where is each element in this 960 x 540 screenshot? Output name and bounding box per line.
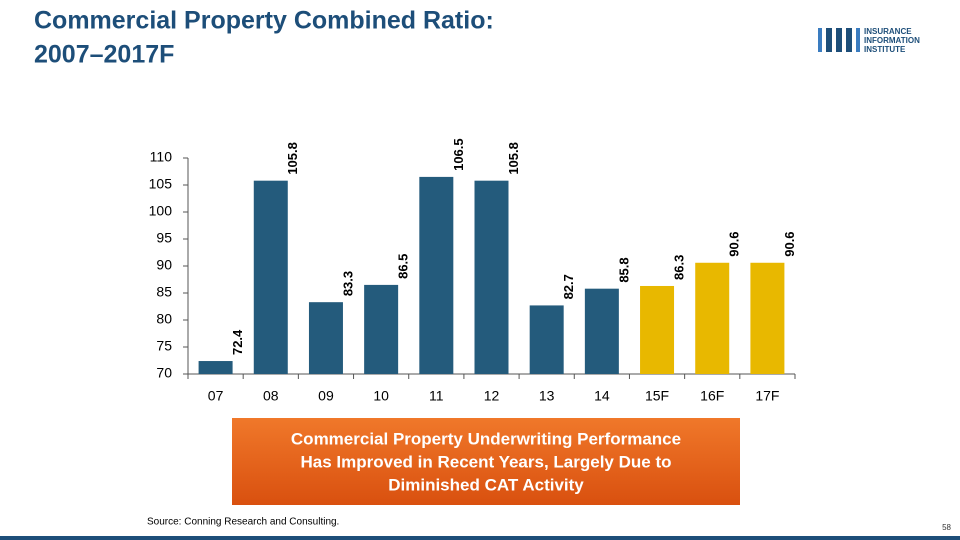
- x-tick-label: 11: [429, 388, 444, 404]
- value-label: 106.5: [451, 138, 466, 171]
- logo-text: INFORMATION: [864, 36, 920, 45]
- value-label: 85.8: [616, 257, 631, 282]
- y-tick-label: 90: [156, 257, 172, 273]
- bar: [640, 285, 675, 374]
- bar: [308, 302, 343, 374]
- callout-text: Commercial Property Underwriting Perform…: [291, 429, 681, 448]
- logo-stripe: [836, 28, 842, 52]
- logo: INSURANCE INFORMATION INSTITUTE: [818, 27, 920, 54]
- bar: [584, 288, 619, 374]
- bar: [198, 361, 233, 374]
- callout-text: Diminished CAT Activity: [388, 475, 584, 494]
- value-label: 90.6: [782, 231, 797, 256]
- logo-stripe: [818, 28, 822, 52]
- callout-text: Has Improved in Recent Years, Largely Du…: [301, 452, 672, 471]
- value-label: 86.3: [671, 255, 686, 280]
- y-tick-label: 70: [156, 365, 172, 381]
- value-label: 72.4: [230, 329, 245, 355]
- x-tick-label: 15F: [645, 388, 669, 404]
- x-tick-label: 16F: [700, 388, 724, 404]
- y-tick-label: 95: [156, 230, 172, 246]
- bar: [253, 180, 288, 374]
- value-label: 82.7: [561, 274, 576, 299]
- value-label: 105.8: [506, 142, 521, 175]
- bar: [474, 180, 509, 374]
- bar: [750, 262, 785, 374]
- y-tick-label: 75: [156, 338, 172, 354]
- bar: [695, 262, 730, 374]
- title-line: Commercial Property Combined Ratio:: [34, 7, 494, 35]
- logo-text: INSURANCE: [864, 27, 912, 36]
- source: Source: Conning Research and Consulting.: [147, 517, 339, 528]
- logo-stripe: [846, 28, 852, 52]
- y-tick-label: 80: [156, 311, 172, 327]
- value-label: 83.3: [340, 271, 355, 296]
- logo-text: INSTITUTE: [864, 45, 906, 54]
- x-tick-label: 12: [484, 388, 500, 404]
- title-line: 2007–2017F: [34, 41, 174, 69]
- x-tick-label: 17F: [755, 388, 779, 404]
- callout-box: [232, 418, 740, 505]
- footer-bar: [0, 536, 960, 540]
- bar: [419, 176, 454, 374]
- x-tick-label: 10: [373, 388, 389, 404]
- bar: [364, 284, 399, 374]
- bar: [529, 305, 564, 374]
- page-number: 58: [942, 523, 951, 532]
- value-label: 90.6: [727, 231, 742, 256]
- y-tick-label: 105: [149, 176, 173, 192]
- x-tick-label: 13: [539, 388, 555, 404]
- y-tick-label: 110: [150, 149, 173, 165]
- x-tick-label: 14: [594, 388, 610, 404]
- plot: 70 75 80 85 90 95 100 105 110 07 72.4 08 105.8 09 83.3…: [149, 138, 797, 403]
- logo-stripe: [826, 28, 832, 52]
- x-tick-label: 09: [318, 388, 334, 404]
- value-label: 105.8: [285, 142, 300, 175]
- x-tick-label: 08: [263, 388, 279, 404]
- value-label: 86.5: [396, 254, 411, 279]
- y-tick-label: 85: [156, 284, 172, 300]
- y-tick-label: 100: [149, 203, 173, 219]
- logo-stripe: [856, 28, 860, 52]
- x-tick-label: 07: [208, 388, 224, 404]
